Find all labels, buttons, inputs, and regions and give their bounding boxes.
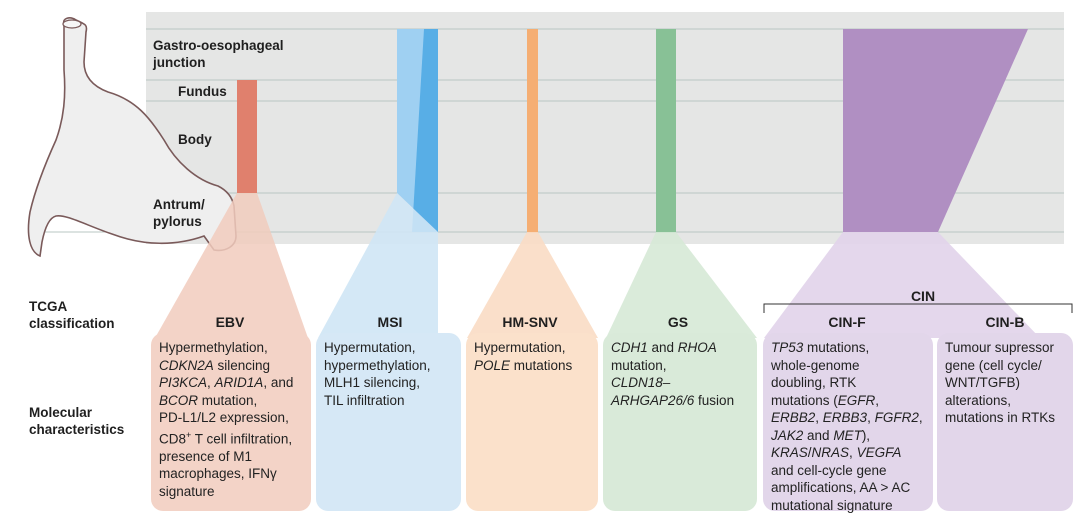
ebv-characteristics-box: Hypermethylation, CDKN2A silencing PI3KC… [151,333,311,511]
header-cinf: CIN-F [828,314,866,330]
cinb-characteristics-box: Tumour supressor gene (cell cycle/ WNT/T… [937,333,1073,511]
hmsnv-band [527,29,538,233]
msi-band-dark [412,29,438,232]
gej-label: Gastro-oesophageal junction [153,38,284,70]
antrum-label: Antrum/pylorus [153,197,205,229]
msi-characteristics-box: Hypermutation, hypermethylation, MLH1 si… [316,333,461,511]
fundus-label: Fundus [178,84,227,99]
header-msi: MSI [377,314,403,330]
cin-funnel [764,232,1040,338]
cinf-characteristics-box: TP53 mutations, whole-genome doubling, R… [763,333,933,513]
gs-funnel [606,232,757,338]
header-cinb: CIN-B [985,314,1025,330]
header-gs: GS [667,314,689,330]
hmsnv-funnel [467,232,598,338]
tcga-row-label: TCGA classification [29,299,115,331]
cin-bracket [763,303,1073,313]
body-label: Body [178,132,212,147]
header-ebv: EBV [215,314,245,330]
cin-band [843,29,1028,232]
ebv-funnel [155,193,308,338]
ebv-band [237,80,257,193]
molecular-row-label: Molecular characteristics [29,405,125,437]
gs-band [656,29,676,233]
cin-group-header: CIN [910,288,936,304]
gs-characteristics-box: CDH1 and RHOA mutation, CLDN18– ARHGAP26… [603,333,757,511]
header-hmsnv: HM-SNV [502,314,558,330]
hmsnv-characteristics-box: Hypermutation, POLE mutations [466,333,598,511]
msi-funnel [318,193,438,338]
